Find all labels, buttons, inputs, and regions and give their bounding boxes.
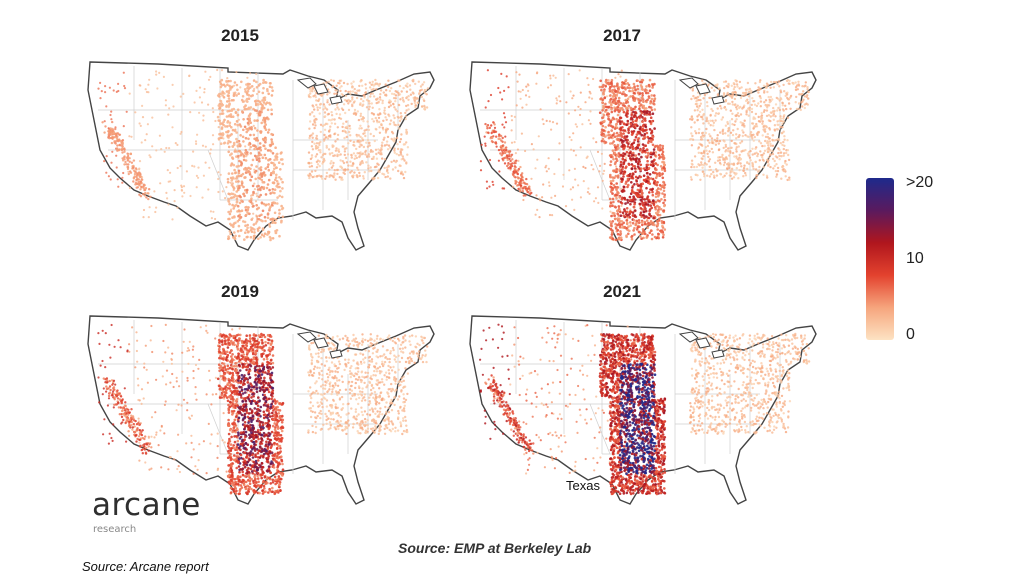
texas-label: Texas xyxy=(566,478,600,493)
panel-title-2017: 2017 xyxy=(603,26,641,45)
legend-max-label: >20 xyxy=(906,174,934,191)
map-2015 xyxy=(87,61,435,251)
arcane-logo-sub: research xyxy=(93,524,137,535)
source-arcane: Source: Arcane report xyxy=(82,559,209,574)
map-2017 xyxy=(469,61,817,251)
legend-min-label: 0 xyxy=(906,326,915,343)
map-2019 xyxy=(87,315,435,505)
color-scale-bar xyxy=(866,178,894,340)
panel-title-2021: 2021 xyxy=(603,282,641,301)
source-emp: Source: EMP at Berkeley Lab xyxy=(398,540,592,556)
map-2021 xyxy=(469,315,817,505)
panel-title-2015: 2015 xyxy=(221,26,259,45)
legend-mid-label: 10 xyxy=(906,250,924,267)
panel-title-2019: 2019 xyxy=(221,282,259,301)
arcane-logo: arcane xyxy=(92,487,201,523)
